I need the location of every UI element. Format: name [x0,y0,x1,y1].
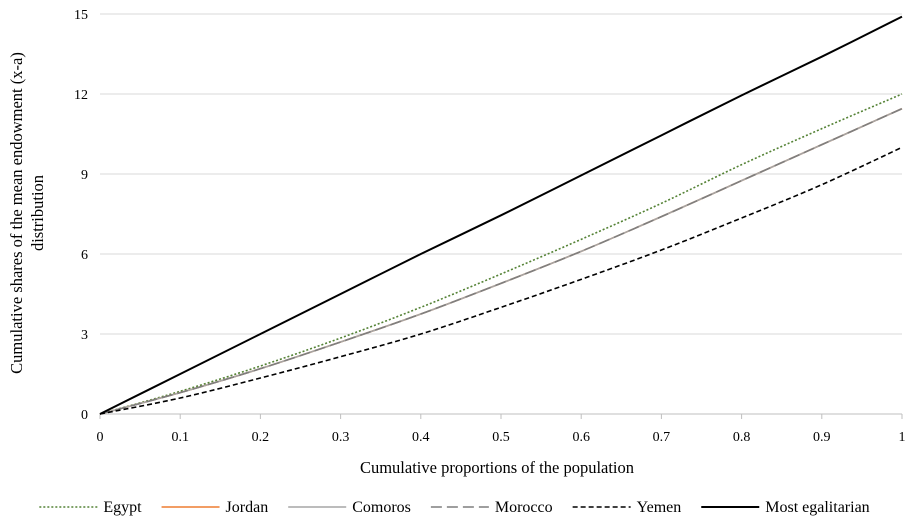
series-lines [99,15,903,415]
x-tick-label: 0.3 [332,430,350,445]
x-tick-label: 0.6 [572,430,590,445]
legend-label: Morocco [495,499,553,516]
x-tick-label: 0.2 [252,430,270,445]
x-tick-label: 1 [899,430,906,445]
x-tick-label: 0.9 [813,430,831,445]
legend-label: Most egalitarian [765,499,869,516]
legend: Egypt Jordan Comoros Morocco Yemen Most egali… [39,499,870,516]
x-tick-label: 0.5 [492,430,510,445]
series-line-jordan [99,107,903,415]
axes [99,413,903,419]
x-tick-label: 0.4 [412,430,430,445]
series-line-morocco [99,107,903,415]
legend-label: Jordan [226,499,269,516]
y-tick-label: 0 [81,408,88,423]
y-axis-title-line-1: Cumulative shares of the mean endowment … [7,52,26,374]
tick-labels: 0 3 6 9 12 15 0 0.1 0.2 0.3 0.4 0.5 0.6 0.7 0.8 0.9 1 [74,8,906,445]
legend-label: Egypt [103,499,142,516]
x-tick-label: 0.7 [653,430,671,445]
x-axis-title: Cumulative proportions of the population [360,458,634,477]
y-tick-label: 3 [81,328,88,343]
series-line-yemen [99,146,903,415]
x-tick-label: 0.1 [171,430,189,445]
legend-label: Comoros [352,499,411,516]
y-tick-label: 9 [81,168,88,183]
series-line-most-egalitarian [99,15,903,415]
gridlines [100,13,902,335]
y-axis-title: Cumulative shares of the mean endowment … [7,52,47,374]
series-line-egypt [99,93,903,415]
y-axis-title-line-2: distribution [28,175,47,251]
y-tick-label: 15 [74,8,88,23]
y-tick-label: 12 [74,88,88,103]
legend-label: Yemen [637,499,682,516]
x-tick-label: 0.8 [733,430,751,445]
series-line-comoros [99,107,903,415]
x-tick-label: 0 [97,430,104,445]
y-tick-label: 6 [81,248,88,263]
